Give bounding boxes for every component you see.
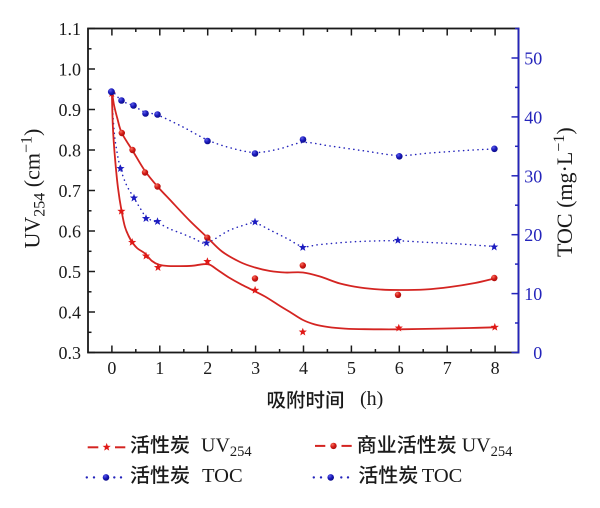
svg-text:0.4: 0.4: [59, 303, 82, 323]
svg-text:1.1: 1.1: [59, 19, 82, 39]
svg-text:40: 40: [524, 107, 542, 127]
svg-text:TOC: TOC: [422, 465, 463, 487]
svg-text:20: 20: [524, 225, 542, 245]
svg-text:0: 0: [107, 358, 116, 378]
svg-text:7: 7: [443, 358, 452, 378]
svg-text:50: 50: [524, 49, 542, 69]
svg-text:1.0: 1.0: [59, 60, 82, 80]
svg-text:TOC: TOC: [202, 465, 243, 487]
svg-text:TOC (mg·L−1): TOC (mg·L−1): [551, 127, 577, 257]
svg-text:(h): (h): [360, 388, 383, 410]
svg-text:UV254 (cm−1): UV254 (cm−1): [19, 129, 49, 249]
svg-text:0.3: 0.3: [59, 343, 82, 363]
svg-text:1: 1: [155, 358, 164, 378]
svg-text:0.8: 0.8: [59, 141, 82, 161]
svg-text:0.7: 0.7: [59, 181, 82, 201]
svg-text:0.6: 0.6: [59, 222, 82, 242]
svg-text:0: 0: [533, 343, 542, 363]
svg-text:30: 30: [524, 166, 542, 186]
svg-text:3: 3: [251, 358, 260, 378]
svg-text:5: 5: [347, 358, 356, 378]
svg-text:UV254: UV254: [462, 435, 513, 461]
svg-text:6: 6: [395, 358, 404, 378]
svg-text:4: 4: [299, 358, 308, 378]
svg-text:2: 2: [203, 358, 212, 378]
svg-text:10: 10: [524, 284, 542, 304]
svg-text:0.9: 0.9: [59, 100, 82, 120]
svg-text:0.5: 0.5: [59, 262, 82, 282]
svg-text:8: 8: [491, 358, 500, 378]
